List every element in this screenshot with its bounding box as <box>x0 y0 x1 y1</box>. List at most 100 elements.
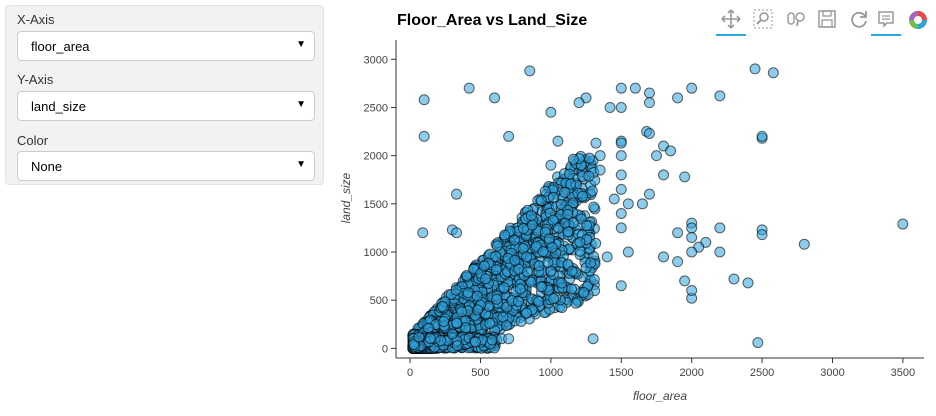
data-point[interactable] <box>679 275 691 287</box>
data-point[interactable] <box>643 127 655 139</box>
data-point[interactable] <box>563 168 575 180</box>
data-point[interactable] <box>451 188 463 200</box>
data-point[interactable] <box>413 331 425 343</box>
data-point[interactable] <box>577 190 589 202</box>
data-point[interactable] <box>556 277 568 289</box>
x-axis-select[interactable]: floor_area ▼ <box>17 31 315 61</box>
data-point[interactable] <box>573 97 585 109</box>
data-point[interactable] <box>438 315 450 327</box>
data-point[interactable] <box>451 227 463 239</box>
data-point[interactable] <box>521 251 533 263</box>
data-point[interactable] <box>461 269 473 281</box>
data-point[interactable] <box>672 256 684 268</box>
data-point[interactable] <box>601 251 613 263</box>
data-point[interactable] <box>446 328 458 340</box>
data-point[interactable] <box>643 87 655 99</box>
data-point[interactable] <box>478 260 490 272</box>
data-point[interactable] <box>897 218 909 230</box>
data-point[interactable] <box>463 82 475 94</box>
data-point[interactable] <box>490 264 502 276</box>
data-point[interactable] <box>515 316 527 328</box>
data-point[interactable] <box>586 185 598 197</box>
data-point[interactable] <box>615 207 627 219</box>
wheel-zoom-tool[interactable] <box>780 6 810 34</box>
color-select[interactable]: None ▼ <box>17 151 315 181</box>
data-point[interactable] <box>491 293 503 305</box>
data-point[interactable] <box>545 106 557 118</box>
save-tool[interactable] <box>812 6 842 34</box>
data-point[interactable] <box>742 277 754 289</box>
data-point[interactable] <box>615 222 627 234</box>
data-point[interactable] <box>622 246 634 258</box>
hover-tool[interactable] <box>871 6 901 36</box>
data-point[interactable] <box>526 219 538 231</box>
data-point[interactable] <box>486 334 498 346</box>
data-point[interactable] <box>615 82 627 94</box>
data-point[interactable] <box>545 159 557 171</box>
data-point[interactable] <box>547 191 559 203</box>
data-point[interactable] <box>524 65 536 77</box>
box-zoom-tool[interactable] <box>748 6 778 34</box>
data-point[interactable] <box>658 169 670 181</box>
data-point[interactable] <box>594 150 606 162</box>
data-point[interactable] <box>508 234 520 246</box>
pan-tool[interactable] <box>716 6 746 36</box>
data-point[interactable] <box>408 338 420 350</box>
data-point[interactable] <box>594 164 606 176</box>
data-point[interactable] <box>417 227 429 239</box>
data-point[interactable] <box>512 295 524 307</box>
data-point[interactable] <box>767 67 779 79</box>
data-point[interactable] <box>552 135 564 147</box>
data-point[interactable] <box>590 237 602 249</box>
data-point[interactable] <box>539 185 551 197</box>
data-point[interactable] <box>535 281 547 293</box>
data-point[interactable] <box>749 63 761 75</box>
data-point[interactable] <box>615 101 627 113</box>
data-point[interactable] <box>418 94 430 106</box>
data-point[interactable] <box>451 340 463 352</box>
data-point[interactable] <box>756 130 768 142</box>
data-point[interactable] <box>456 306 468 318</box>
data-point[interactable] <box>500 320 512 332</box>
data-point[interactable] <box>714 246 726 258</box>
data-point[interactable] <box>537 246 549 258</box>
data-point[interactable] <box>514 283 526 295</box>
data-point[interactable] <box>472 304 484 316</box>
data-point[interactable] <box>520 307 532 319</box>
data-point[interactable] <box>686 246 698 258</box>
data-point[interactable] <box>615 150 627 162</box>
data-point[interactable] <box>509 254 521 266</box>
data-point[interactable] <box>583 170 595 182</box>
data-point[interactable] <box>686 222 698 234</box>
data-point[interactable] <box>490 251 502 263</box>
data-point[interactable] <box>533 295 545 307</box>
data-point[interactable] <box>578 287 590 299</box>
data-point[interactable] <box>469 336 481 348</box>
data-point[interactable] <box>566 283 578 295</box>
data-point[interactable] <box>752 337 764 349</box>
data-point[interactable] <box>588 201 600 213</box>
data-point[interactable] <box>435 335 447 347</box>
data-point[interactable] <box>525 276 537 288</box>
data-point[interactable] <box>665 145 677 157</box>
data-point[interactable] <box>548 293 560 305</box>
data-point[interactable] <box>629 82 641 94</box>
data-point[interactable] <box>756 229 768 241</box>
data-point[interactable] <box>567 153 579 165</box>
data-point[interactable] <box>714 222 726 234</box>
data-point[interactable] <box>650 150 662 162</box>
data-point[interactable] <box>547 214 559 226</box>
data-point[interactable] <box>451 317 463 329</box>
data-point[interactable] <box>545 265 557 277</box>
data-point[interactable] <box>585 257 597 269</box>
data-point[interactable] <box>615 137 627 149</box>
data-point[interactable] <box>622 198 634 210</box>
data-point[interactable] <box>480 273 492 285</box>
data-point[interactable] <box>686 232 698 244</box>
data-point[interactable] <box>521 266 533 278</box>
data-point[interactable] <box>436 300 448 312</box>
data-point[interactable] <box>643 188 655 200</box>
data-point[interactable] <box>525 210 537 222</box>
data-point[interactable] <box>672 92 684 104</box>
